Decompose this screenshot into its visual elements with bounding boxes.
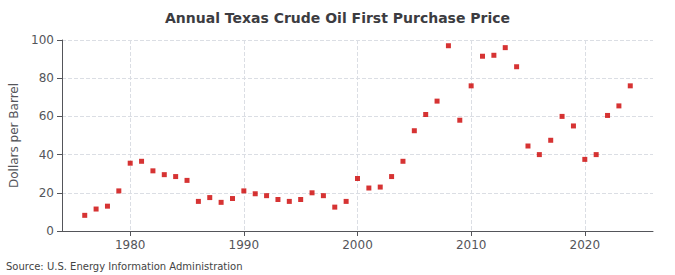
- svg-text:2010: 2010: [456, 238, 487, 252]
- svg-text:Annual Texas Crude Oil First P: Annual Texas Crude Oil First Purchase Pr…: [165, 10, 510, 26]
- svg-text:1990: 1990: [229, 238, 260, 252]
- svg-text:40: 40: [39, 148, 54, 162]
- svg-text:0: 0: [46, 224, 54, 238]
- svg-text:Dollars per Barrel: Dollars per Barrel: [7, 83, 21, 188]
- svg-text:2020: 2020: [570, 238, 601, 252]
- svg-text:1980: 1980: [115, 238, 146, 252]
- svg-text:2000: 2000: [342, 238, 373, 252]
- svg-text:Source: U.S. Energy Informatio: Source: U.S. Energy Information Administ…: [6, 261, 243, 272]
- svg-text:80: 80: [39, 71, 54, 85]
- svg-text:100: 100: [31, 33, 54, 47]
- svg-text:60: 60: [39, 109, 54, 123]
- svg-text:20: 20: [39, 186, 54, 200]
